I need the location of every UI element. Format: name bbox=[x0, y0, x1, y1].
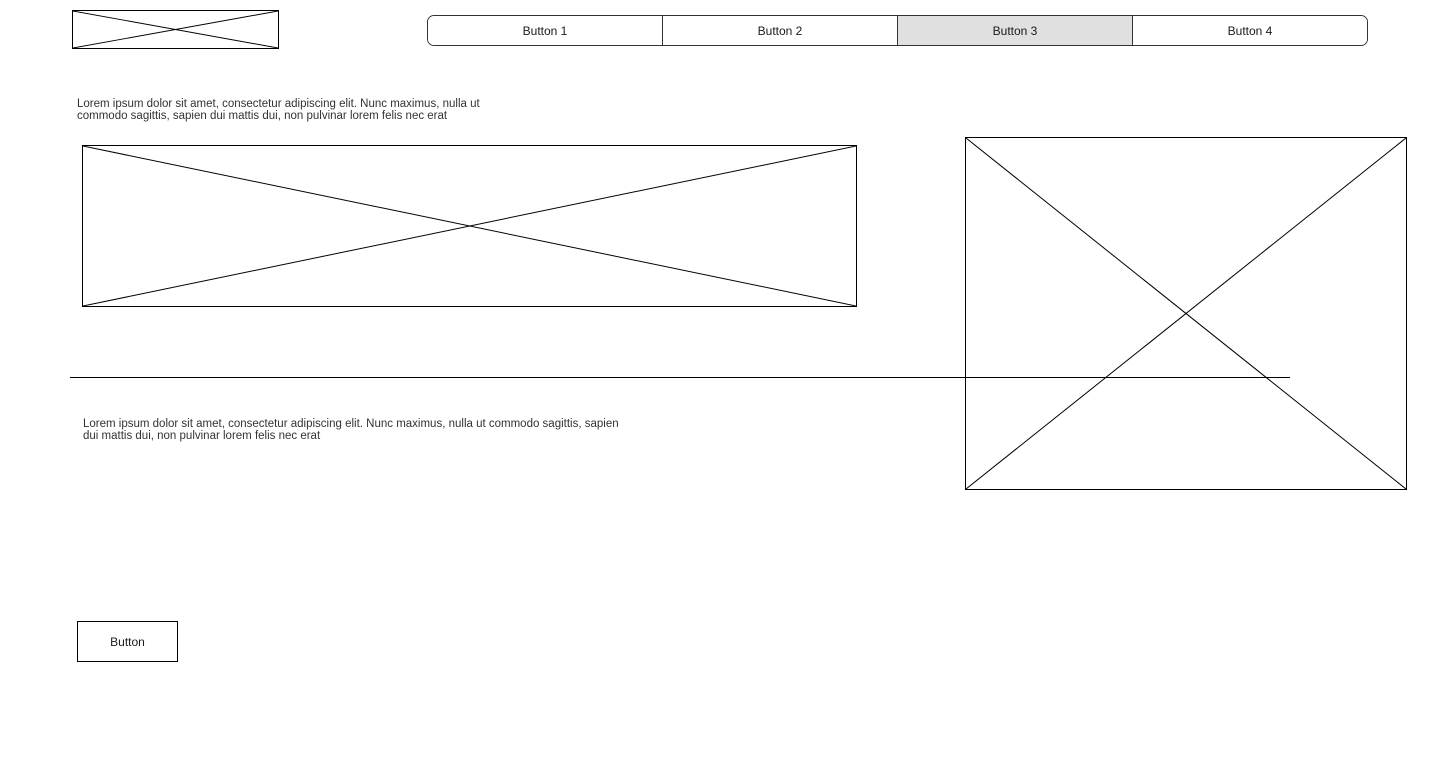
section-divider bbox=[70, 377, 1290, 378]
nav-button-2[interactable]: Button 2 bbox=[663, 16, 898, 45]
banner-image-placeholder bbox=[82, 145, 857, 307]
intro-paragraph: Lorem ipsum dolor sit amet, consectetur … bbox=[77, 98, 480, 122]
nav-button-3[interactable]: Button 3 bbox=[898, 16, 1133, 45]
logo-image-placeholder bbox=[72, 10, 279, 49]
nav-button-1[interactable]: Button 1 bbox=[428, 16, 663, 45]
side-image-placeholder bbox=[965, 137, 1407, 490]
action-button[interactable]: Button bbox=[77, 621, 178, 662]
image-placeholder-icon bbox=[73, 11, 278, 48]
segmented-nav: Button 1 Button 2 Button 3 Button 4 bbox=[427, 15, 1368, 46]
image-placeholder-icon bbox=[966, 138, 1406, 489]
body-paragraph: Lorem ipsum dolor sit amet, consectetur … bbox=[83, 418, 619, 442]
nav-button-4[interactable]: Button 4 bbox=[1133, 16, 1367, 45]
image-placeholder-icon bbox=[83, 146, 856, 306]
